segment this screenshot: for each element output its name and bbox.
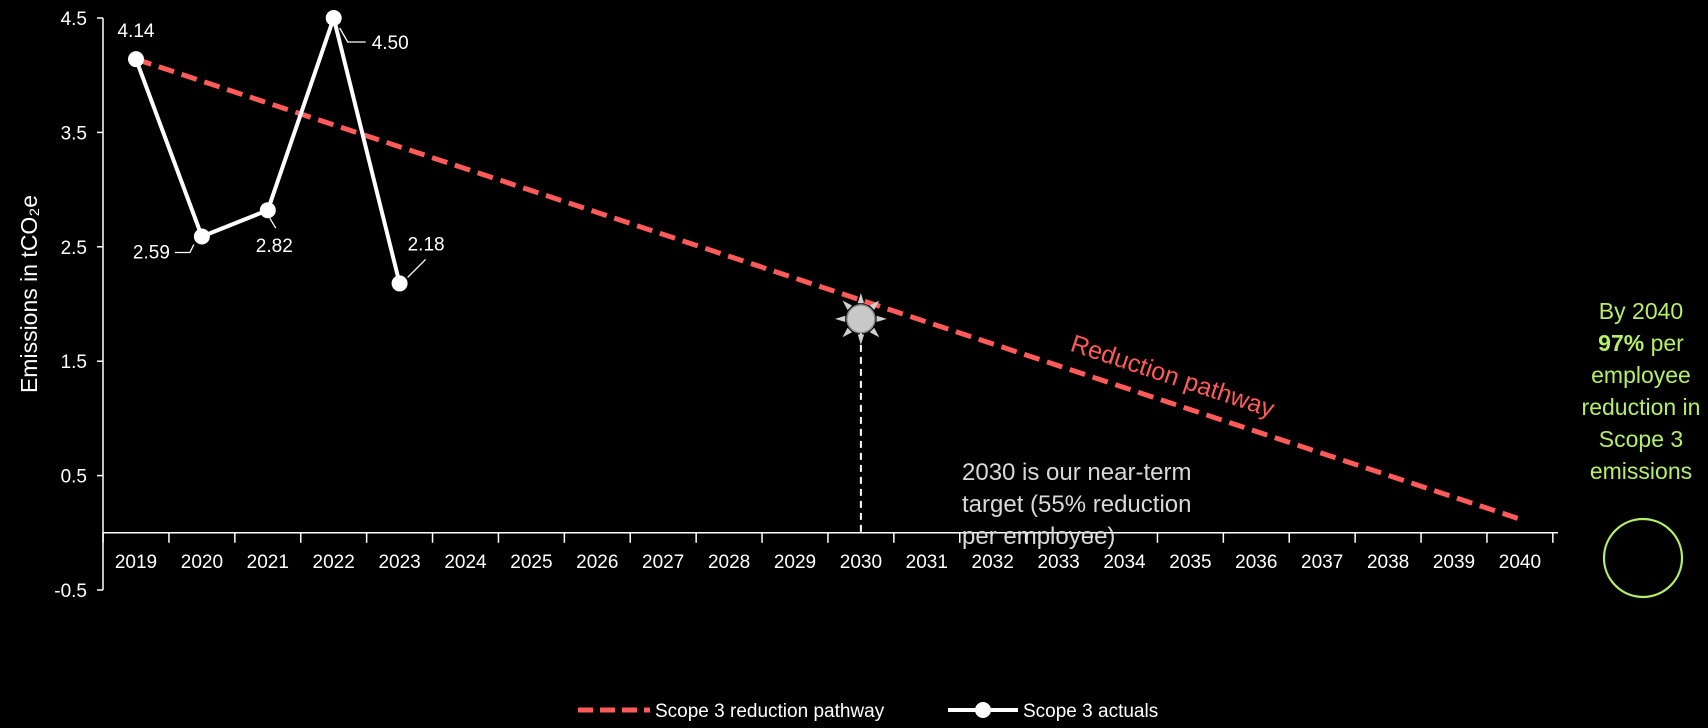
y-axis-title: Emissions in tCO₂e [16, 195, 42, 393]
x-tick-label: 2024 [444, 552, 487, 573]
target-2030-marker-icon [834, 292, 887, 345]
actuals-point-2020 [193, 228, 210, 245]
target-marker-ray [869, 327, 880, 338]
legend-actuals-swatch-marker [975, 702, 991, 718]
y-tick-label: 4.5 [61, 9, 87, 30]
x-tick-label: 2025 [510, 552, 552, 573]
data-label-leader [339, 27, 366, 43]
x-tick-label: 2027 [642, 552, 684, 573]
callout-2040-line2: 97% per [1598, 330, 1684, 356]
x-tick-label: 2036 [1235, 552, 1277, 573]
x-tick-label: 2032 [972, 552, 1014, 573]
x-tick-label: 2033 [1037, 552, 1079, 573]
reduction-pathway-label: Reduction pathway [1067, 330, 1278, 424]
data-label-leader [407, 258, 427, 278]
target-marker-ray [857, 292, 865, 304]
data-label-2019: 4.14 [118, 21, 155, 42]
callout-2040-percent: 97% [1598, 330, 1644, 356]
x-tick-label: 2031 [906, 552, 948, 573]
x-tick-label: 2038 [1367, 552, 1409, 573]
callout-2040-line4: reduction in [1582, 394, 1701, 420]
target-note-line: 2030 is our near-term [962, 459, 1191, 486]
data-label-leader [269, 217, 277, 229]
reduction-pathway-line [135, 56, 1521, 522]
data-label-2020: 2.59 [133, 243, 170, 264]
target-marker-ray [842, 300, 853, 311]
x-tick-label: 2034 [1103, 552, 1146, 573]
x-tick-label: 2035 [1169, 552, 1211, 573]
target-marker-ray [876, 315, 887, 323]
callout-2040-line2-rest: per [1644, 330, 1684, 356]
actuals-point-2021 [259, 202, 276, 219]
legend-actuals-label: Scope 3 actuals [1023, 701, 1158, 722]
callout-2040-line6: emissions [1590, 458, 1692, 484]
y-tick-label: 0.5 [61, 467, 87, 488]
target-note-line: target (55% reduction [962, 491, 1191, 518]
target-note-line: per employee) [962, 523, 1115, 550]
actuals-point-2019 [128, 51, 144, 68]
actuals-point-2023 [391, 275, 408, 292]
callout-2040-line5: Scope 3 [1599, 426, 1683, 452]
x-tick-label: 2037 [1301, 552, 1343, 573]
data-label-leader [174, 244, 195, 254]
x-tick-label: 2029 [774, 552, 816, 573]
target-marker-core [846, 304, 876, 334]
x-tick-label: 2019 [115, 552, 157, 573]
x-tick-label: 2021 [247, 552, 289, 573]
x-tick-label: 2040 [1499, 552, 1541, 573]
callout-2040-line1: By 2040 [1599, 298, 1683, 324]
x-tick-label: 2022 [313, 552, 355, 573]
x-tick-label: 2028 [708, 552, 750, 573]
data-label-2022: 4.50 [372, 33, 409, 54]
data-label-2023: 2.18 [408, 234, 445, 255]
target-marker-ray [834, 315, 846, 323]
actuals-point-2022 [325, 10, 342, 26]
target-2040-highlight-circle [1602, 517, 1684, 599]
data-label-2021: 2.82 [256, 236, 293, 257]
y-tick-label: 3.5 [61, 123, 87, 144]
x-tick-label: 2039 [1433, 552, 1475, 573]
target-marker-ray [857, 334, 865, 345]
x-tick-label: 2026 [576, 552, 618, 573]
target-marker-ray [842, 327, 853, 338]
y-tick-label: 2.5 [61, 238, 87, 259]
x-tick-label: 2030 [840, 552, 882, 573]
legend-pathway-label: Scope 3 reduction pathway [655, 701, 885, 722]
y-tick-label: -0.5 [54, 581, 87, 602]
y-tick-label: 1.5 [61, 352, 87, 373]
x-tick-label: 2023 [378, 552, 420, 573]
callout-2040-line3: employee [1591, 362, 1691, 388]
target-marker-ray [869, 300, 880, 311]
x-tick-label: 2020 [181, 552, 223, 573]
